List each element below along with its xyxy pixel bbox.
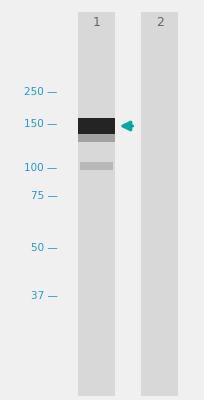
Bar [78, 118, 114, 134]
Text: 100 —: 100 — [24, 163, 57, 173]
Text: 150 —: 150 — [24, 119, 57, 129]
Text: 50 —: 50 — [31, 243, 57, 253]
Text: 250 —: 250 — [24, 87, 57, 97]
Bar [80, 162, 112, 170]
Bar [78, 12, 114, 396]
Bar [141, 12, 177, 396]
Text: 37 —: 37 — [30, 291, 57, 301]
Bar [78, 134, 114, 142]
Text: 1: 1 [92, 16, 100, 29]
Text: 2: 2 [155, 16, 163, 29]
Text: 75 —: 75 — [30, 191, 57, 201]
